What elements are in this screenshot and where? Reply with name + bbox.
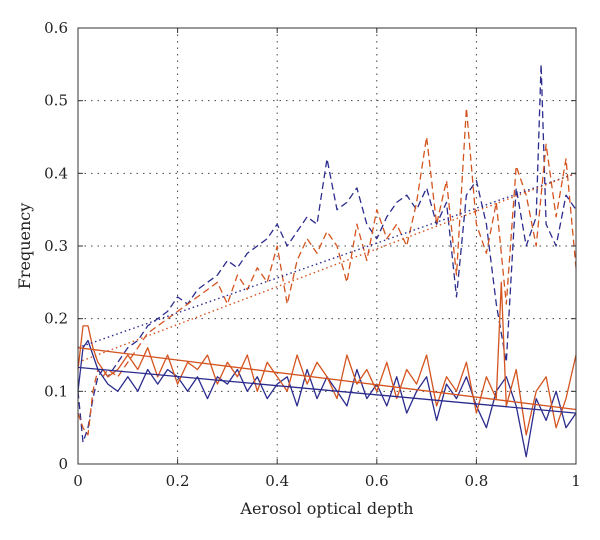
- x-tick-labels: 0 0.2 0.4 0.6 0.8 1: [73, 472, 581, 490]
- x-tick-label: 0.6: [365, 472, 389, 490]
- y-tick-label: 0.1: [44, 382, 68, 400]
- grid: [78, 28, 576, 464]
- series-line-blue-dashed: [77, 63, 577, 443]
- x-axis-label: Aerosol optical depth: [239, 499, 413, 518]
- y-tick-label: 0.2: [44, 310, 68, 328]
- y-tick-label: 0.3: [44, 237, 68, 255]
- series-line-orange-dotted: [77, 172, 577, 363]
- x-tick-label: 0.4: [265, 472, 289, 490]
- tick-marks: [77, 27, 577, 465]
- x-tick-label: 0: [73, 472, 83, 490]
- series-line-blue-dotted: [77, 172, 577, 349]
- y-tick-label: 0.5: [44, 92, 68, 110]
- x-tick-label: 0.2: [166, 472, 190, 490]
- x-tick-label: 0.8: [464, 472, 488, 490]
- y-tick-label: 0: [58, 455, 68, 473]
- y-tick-labels: 0 0.1 0.2 0.3 0.4 0.5 0.6: [44, 19, 68, 473]
- x-tick-label: 1: [571, 472, 581, 490]
- series-line-orange-dashed: [77, 107, 577, 436]
- series-line-blue-solid: [77, 339, 577, 458]
- y-tick-label: 0.6: [44, 19, 68, 37]
- series-line-blue-solid: [77, 366, 577, 414]
- series-line-orange-solid: [77, 281, 577, 436]
- series-line-orange-solid: [77, 347, 577, 411]
- y-axis-label: Frequency: [15, 203, 34, 290]
- series-layer: [77, 63, 577, 458]
- y-tick-label: 0.4: [44, 164, 68, 182]
